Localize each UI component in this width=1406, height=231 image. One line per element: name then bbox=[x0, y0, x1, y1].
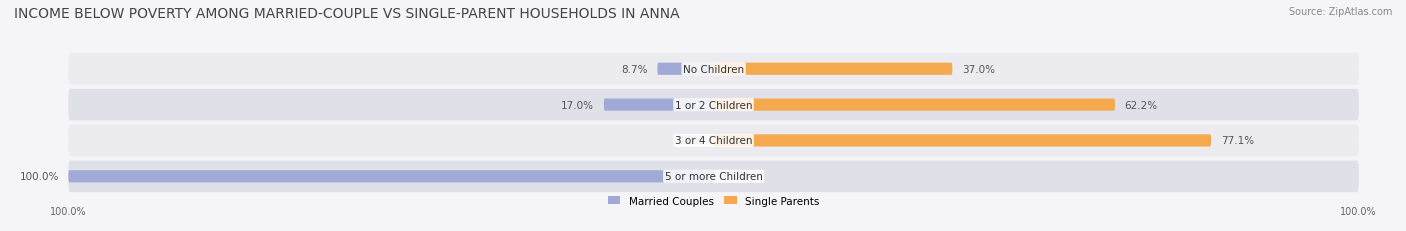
Text: 1 or 2 Children: 1 or 2 Children bbox=[675, 100, 752, 110]
Text: 37.0%: 37.0% bbox=[962, 64, 995, 74]
FancyBboxPatch shape bbox=[69, 54, 1358, 85]
FancyBboxPatch shape bbox=[658, 63, 714, 76]
Text: 17.0%: 17.0% bbox=[561, 100, 595, 110]
FancyBboxPatch shape bbox=[69, 125, 1358, 157]
Text: INCOME BELOW POVERTY AMONG MARRIED-COUPLE VS SINGLE-PARENT HOUSEHOLDS IN ANNA: INCOME BELOW POVERTY AMONG MARRIED-COUPL… bbox=[14, 7, 679, 21]
Text: 8.7%: 8.7% bbox=[621, 64, 648, 74]
FancyBboxPatch shape bbox=[713, 99, 1115, 111]
Text: Source: ZipAtlas.com: Source: ZipAtlas.com bbox=[1288, 7, 1392, 17]
Text: 100.0%: 100.0% bbox=[20, 172, 59, 182]
Text: 77.1%: 77.1% bbox=[1220, 136, 1254, 146]
Text: No Children: No Children bbox=[683, 64, 744, 74]
Legend: Married Couples, Single Parents: Married Couples, Single Parents bbox=[607, 196, 820, 206]
FancyBboxPatch shape bbox=[603, 99, 714, 111]
FancyBboxPatch shape bbox=[69, 170, 714, 183]
Text: 62.2%: 62.2% bbox=[1125, 100, 1157, 110]
Text: 0.0%: 0.0% bbox=[723, 172, 749, 182]
FancyBboxPatch shape bbox=[69, 89, 1358, 121]
Text: 0.0%: 0.0% bbox=[678, 136, 704, 146]
Text: 3 or 4 Children: 3 or 4 Children bbox=[675, 136, 752, 146]
Text: 5 or more Children: 5 or more Children bbox=[665, 172, 762, 182]
FancyBboxPatch shape bbox=[713, 63, 952, 76]
FancyBboxPatch shape bbox=[713, 135, 1211, 147]
FancyBboxPatch shape bbox=[69, 161, 1358, 192]
